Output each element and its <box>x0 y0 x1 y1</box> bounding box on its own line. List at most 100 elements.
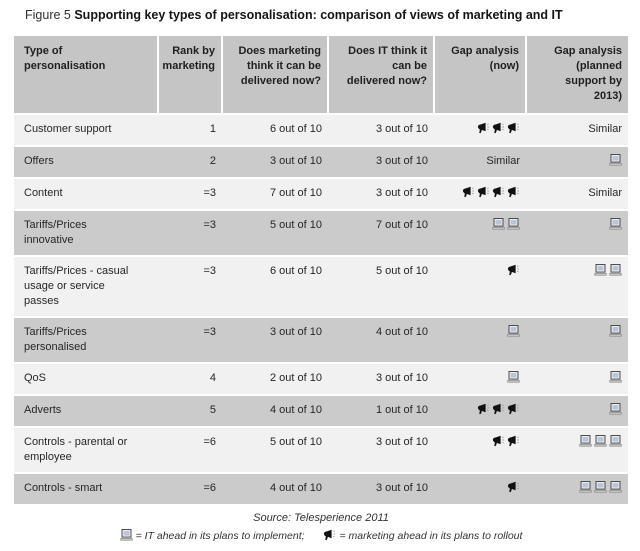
computer-icon <box>507 325 520 337</box>
table-row: Controls - smart =6 4 out of 10 3 out of 10 <box>14 472 628 504</box>
computer-icon <box>609 154 622 166</box>
cell-type: Controls - parental or employee <box>14 426 158 473</box>
megaphone-icon <box>492 435 505 447</box>
cell-gap-2013 <box>526 209 628 256</box>
cell-type: Customer support <box>14 113 158 146</box>
table-row: Tariffs/Prices personalised =3 3 out of 10… <box>14 316 628 363</box>
cell-type: Tariffs/Prices personalised <box>14 316 158 363</box>
cell-marketing-now: 3 out of 10 <box>222 316 328 363</box>
cell-marketing-now: 5 out of 10 <box>222 209 328 256</box>
cell-type: QoS <box>14 362 158 395</box>
legend-megaphone-icon-slot <box>323 529 339 542</box>
megaphone-icon <box>507 403 520 415</box>
cell-marketing-now: 6 out of 10 <box>222 113 328 146</box>
megaphone-icon <box>507 264 520 276</box>
megaphone-icon <box>462 186 475 198</box>
megaphone-icon <box>507 435 520 447</box>
cell-it-now: 3 out of 10 <box>328 113 434 146</box>
figure-number: Figure 5 <box>25 8 71 22</box>
cell-gap-now <box>434 316 526 363</box>
megaphone-icon <box>492 186 505 198</box>
computer-icon <box>492 218 505 230</box>
computer-icon <box>609 481 622 493</box>
column-header-it-now: Does IT think it can be delivered now? <box>327 36 434 114</box>
legend-marketing-text: = marketing ahead in its plans to rollou… <box>339 530 523 542</box>
legend-item-it: = IT ahead in its plans to implement; <box>119 529 305 542</box>
cell-gap-now <box>434 255 526 317</box>
comparison-table: Type of personalisation Rank by marketin… <box>14 36 628 504</box>
cell-type: Adverts <box>14 394 158 427</box>
cell-gap-now <box>434 362 526 395</box>
computer-icon <box>594 264 607 276</box>
cell-gap-2013 <box>526 394 628 427</box>
cell-type: Offers <box>14 145 158 178</box>
cell-marketing-now: 6 out of 10 <box>222 255 328 317</box>
legend-computer-icon-slot <box>119 529 136 542</box>
cell-gap-2013: Similar <box>526 113 628 146</box>
cell-gap-2013: Similar <box>526 177 628 210</box>
cell-it-now: 3 out of 10 <box>328 362 434 395</box>
cell-type: Tariffs/Prices - casual usage or service… <box>14 255 158 317</box>
cell-marketing-now: 4 out of 10 <box>222 472 328 504</box>
cell-rank: 2 <box>158 145 222 178</box>
cell-gap-now <box>434 394 526 427</box>
legend-it-text: = IT ahead in its plans to implement; <box>135 530 305 542</box>
cell-it-now: 3 out of 10 <box>328 145 434 178</box>
cell-gap-now <box>434 209 526 256</box>
figure-caption: Supporting key types of personalisation:… <box>74 8 563 22</box>
megaphone-icon <box>492 122 505 134</box>
computer-icon <box>507 218 520 230</box>
computer-icon <box>609 403 622 415</box>
megaphone-icon <box>477 403 490 415</box>
table-row: Tariffs/Prices innovative =3 5 out of 10 7 … <box>14 209 628 256</box>
computer-icon <box>609 325 622 337</box>
table-row: Content =3 7 out of 10 3 out of 10 Similar <box>14 177 628 210</box>
megaphone-icon <box>492 403 505 415</box>
table-body: Customer support 1 6 out of 10 3 out of 10 … <box>14 113 628 504</box>
cell-gap-2013 <box>526 472 628 504</box>
table-row: Adverts 5 4 out of 10 1 out of 10 <box>14 394 628 427</box>
computer-icon <box>609 264 622 276</box>
computer-icon <box>579 481 592 493</box>
cell-rank: =3 <box>158 255 222 317</box>
table-row: QoS 4 2 out of 10 3 out of 10 <box>14 362 628 395</box>
column-header-type: Type of personalisation <box>14 36 158 114</box>
cell-gap-2013 <box>526 255 628 317</box>
cell-type: Content <box>14 177 158 210</box>
megaphone-icon <box>507 122 520 134</box>
cell-it-now: 5 out of 10 <box>328 255 434 317</box>
cell-gap-2013 <box>526 362 628 395</box>
column-header-gap-2013: Gap analysis (planned support by 2013) <box>525 36 628 114</box>
legend-item-marketing: = marketing ahead in its plans to rollou… <box>323 529 523 542</box>
column-header-marketing-now: Does marketing think it can be delivered… <box>221 36 328 114</box>
cell-type: Tariffs/Prices innovative <box>14 209 158 256</box>
computer-icon <box>507 371 520 383</box>
cell-rank: =3 <box>158 316 222 363</box>
cell-gap-now <box>434 426 526 473</box>
cell-rank: =6 <box>158 472 222 504</box>
cell-it-now: 4 out of 10 <box>328 316 434 363</box>
column-header-rank: Rank by marketing <box>157 36 222 114</box>
computer-icon <box>594 435 607 447</box>
table-row: Offers 2 3 out of 10 3 out of 10 Similar <box>14 145 628 178</box>
cell-marketing-now: 5 out of 10 <box>222 426 328 473</box>
megaphone-icon <box>324 529 336 541</box>
cell-it-now: 1 out of 10 <box>328 394 434 427</box>
computer-icon <box>594 481 607 493</box>
computer-icon <box>579 435 592 447</box>
cell-marketing-now: 7 out of 10 <box>222 177 328 210</box>
cell-marketing-now: 2 out of 10 <box>222 362 328 395</box>
cell-marketing-now: 4 out of 10 <box>222 394 328 427</box>
page-title: Figure 5 Supporting key types of persona… <box>25 8 563 22</box>
source-note: Source: Telesperience 2011 <box>253 512 389 524</box>
megaphone-icon <box>507 186 520 198</box>
cell-gap-now: Similar <box>434 145 526 178</box>
table-row: Controls - parental or employee =6 5 out o… <box>14 426 628 473</box>
cell-marketing-now: 3 out of 10 <box>222 145 328 178</box>
cell-gap-2013 <box>526 316 628 363</box>
megaphone-icon <box>507 481 520 493</box>
table-header: Type of personalisation Rank by marketin… <box>14 36 628 114</box>
cell-rank: =6 <box>158 426 222 473</box>
cell-rank: =3 <box>158 209 222 256</box>
